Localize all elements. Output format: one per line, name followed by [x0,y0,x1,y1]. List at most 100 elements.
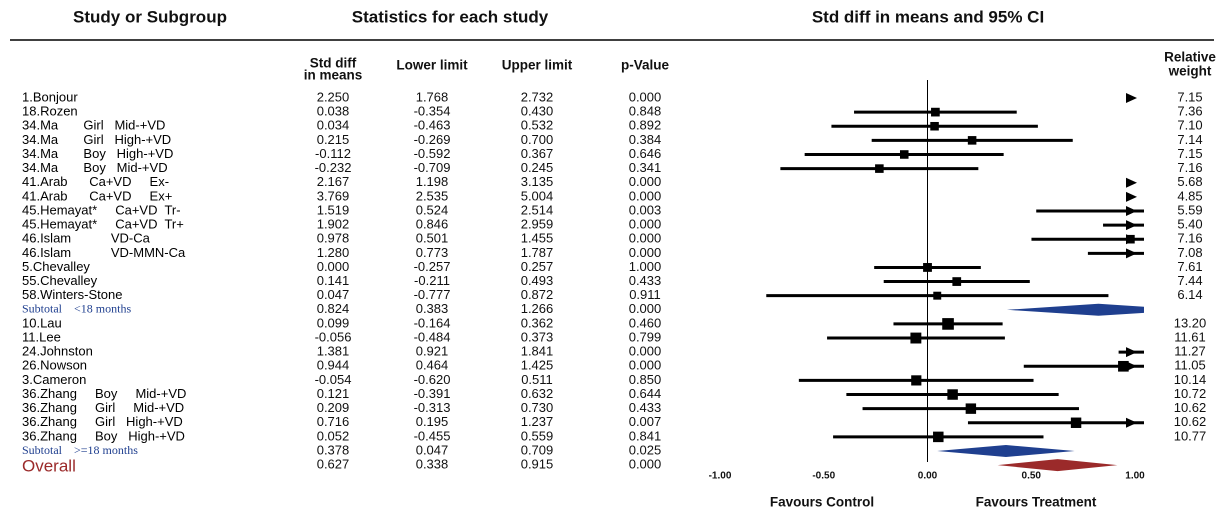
table-value: -0.313 [414,400,451,415]
table-value: 0.799 [629,329,662,344]
table-value: 1.768 [416,89,449,104]
table-value: -0.455 [414,428,451,443]
weight-value: 7.16 [1177,160,1202,175]
table-value: 0.824 [317,301,350,316]
effect-box [875,164,884,173]
plot-area [766,107,1220,472]
column-header: Std diff [310,56,357,71]
table-value: 0.000 [317,259,350,274]
table-value: -0.592 [414,146,451,161]
weight-value: 5.68 [1177,174,1202,189]
weight-value: 10.77 [1174,428,1207,443]
study-label: 34.Ma Girl Mid-+VD [22,118,165,133]
effect-box [899,150,909,159]
ci-arrow [1126,191,1137,202]
table-value: 0.047 [416,442,449,457]
column-header: in means [304,68,363,83]
table-value: 0.978 [317,231,350,246]
study-label: 41.Arab Ca+VD Ex+ [22,188,172,203]
table-value: 0.911 [629,287,661,302]
table-value: 0.000 [629,217,662,232]
effect-box [1209,347,1220,358]
ci-arrow [1126,177,1137,188]
study-label: 55.Chevalley [22,273,98,288]
table-value: 1.266 [521,301,554,316]
weight-value: 7.44 [1177,273,1202,288]
study-label: 5.Chevalley [22,259,90,274]
weight-value: 5.40 [1177,217,1202,232]
x-tick-label: 0.00 [918,471,938,482]
table-value: 0.195 [416,414,449,429]
table-value: 0.511 [521,372,553,387]
table-value: 2.250 [317,89,350,104]
effect-box [1118,360,1129,372]
table-value: 0.921 [416,344,449,359]
table-value: 3.769 [317,188,350,203]
table-value: 0.872 [521,287,554,302]
table-value: 0.341 [629,160,662,175]
table-value: 0.038 [317,104,350,119]
table-value: 0.632 [521,386,554,401]
table-value: 0.944 [317,358,350,373]
table-value: 0.716 [317,414,350,429]
weight-value: 10.14 [1174,372,1207,387]
study-label: Overall [22,457,76,476]
table-value: 0.848 [629,104,662,119]
table-value: -0.232 [315,160,352,175]
study-label: 45.Hemayat* Ca+VD Tr- [22,202,181,217]
table-value: 0.141 [317,273,350,288]
table-value: -0.391 [414,386,451,401]
table-value: 0.000 [629,231,662,246]
column-header: Relative [1164,50,1216,65]
weight-value: 10.62 [1174,400,1207,415]
table-value: 0.007 [629,414,662,429]
table-value: 0.532 [521,118,554,133]
weight-value: 7.15 [1177,89,1202,104]
table-value: -0.056 [315,329,352,344]
study-label: 10.Lau [22,315,62,330]
table-value: 1.381 [317,344,350,359]
table-value: -0.777 [414,287,451,302]
table-value: 1.280 [317,245,350,260]
table-value: 0.245 [521,160,554,175]
table-value: 0.501 [416,231,449,246]
table-value: 0.052 [317,428,350,443]
table-value: 1.000 [629,259,662,274]
table-value: 2.959 [521,217,554,232]
table-value: -0.054 [315,372,352,387]
study-label: 36.Zhang Boy High-+VD [22,428,185,443]
table-value: 0.460 [629,315,662,330]
study-label: Subtotal <18 months [22,302,131,316]
column-title: Statistics for each study [352,7,549,26]
effect-box [942,318,954,330]
ci-arrow [1126,347,1137,358]
table-value: 0.000 [629,457,662,472]
study-label: 1.Bonjour [22,89,78,104]
study-label: 34.Ma Boy Mid-+VD [22,160,168,175]
study-label: 46.Islam VD-MMN-Ca [22,245,186,260]
table-value: 2.535 [416,188,449,203]
weight-value: 7.14 [1177,132,1202,147]
table-value: 0.700 [521,132,554,147]
table-value: 5.004 [521,188,554,203]
table-value: 0.730 [521,400,554,415]
axis-label: Favours Control [770,495,874,510]
weight-value: 13.20 [1174,315,1207,330]
table-value: 0.000 [629,245,662,260]
study-label: 41.Arab Ca+VD Ex- [22,174,169,189]
ci-arrow [1126,361,1137,372]
table-value: 1.841 [521,344,554,359]
table-value: 0.383 [416,301,449,316]
effect-box [930,121,939,131]
weight-value: 7.16 [1177,231,1202,246]
table-value: -0.112 [315,146,351,161]
table-value: -0.269 [414,132,451,147]
effect-box [952,277,962,286]
table-value: -0.709 [414,160,451,175]
table-value: 0.373 [521,329,554,344]
table-value: 0.773 [416,245,449,260]
table-value: -0.354 [414,104,451,119]
table-value: 0.121 [317,386,350,401]
table-value: 1.455 [521,231,554,246]
x-tick-label: -1.00 [709,471,732,482]
